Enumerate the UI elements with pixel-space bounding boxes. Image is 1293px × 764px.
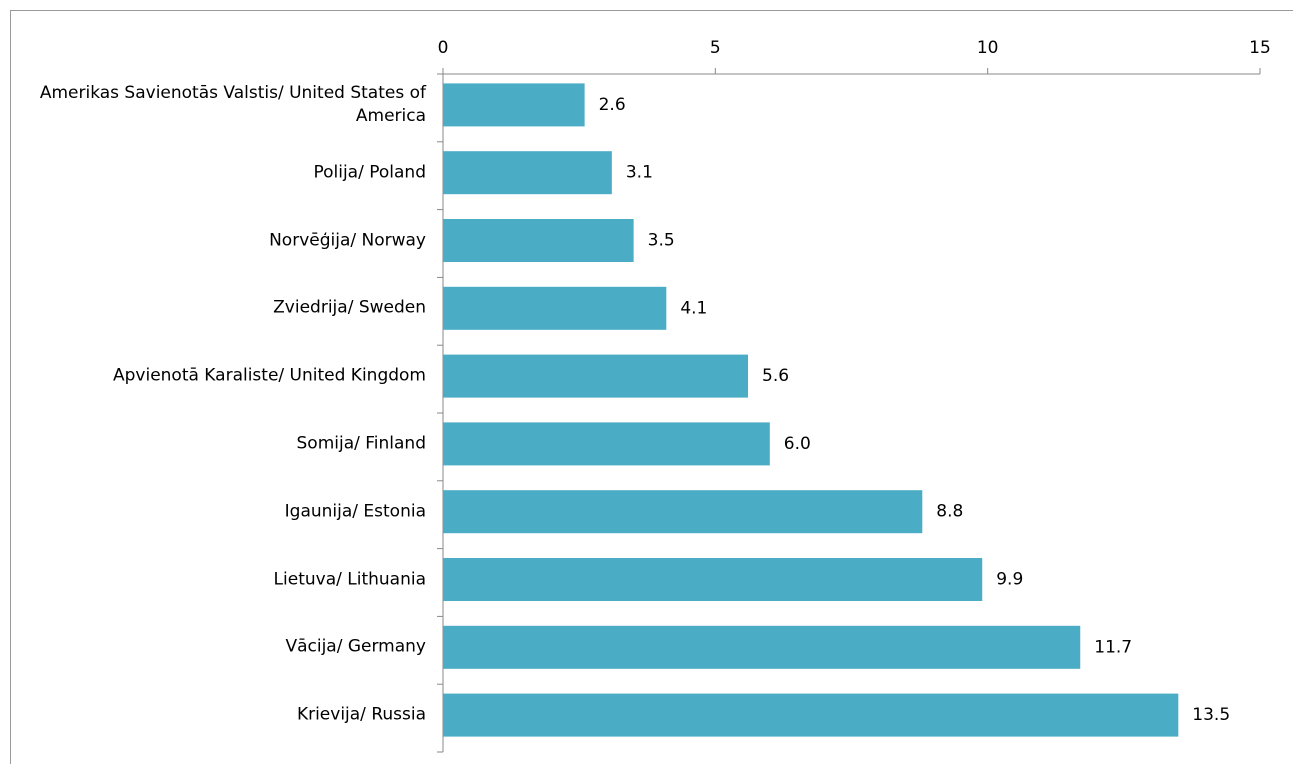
y-tick-label: Polija/ Poland <box>313 162 426 183</box>
data-label: 5.6 <box>762 366 789 386</box>
y-tick-label: Lietuva/ Lithuania <box>273 569 426 589</box>
y-tick-label: Igaunija/ Estonia <box>284 501 426 522</box>
data-label: 9.9 <box>996 570 1023 590</box>
bar <box>443 286 667 330</box>
bar <box>443 558 983 601</box>
data-label: 4.1 <box>680 298 707 318</box>
x-tick-label: 0 <box>438 38 449 58</box>
x-tick-label: 10 <box>977 38 999 58</box>
y-tick-label: Norvēģija/ Norway <box>269 230 426 250</box>
data-label: 8.8 <box>936 502 963 522</box>
bar <box>443 422 770 466</box>
y-tick-label: Apvienotā Karaliste/ United Kingdom <box>112 365 426 386</box>
data-label: 6.0 <box>784 434 811 454</box>
bar <box>443 354 749 398</box>
bar <box>443 83 585 127</box>
data-label: 2.6 <box>599 95 626 115</box>
data-label: 13.5 <box>1192 705 1230 725</box>
bar <box>443 693 1179 737</box>
bar <box>443 219 634 262</box>
bar <box>443 625 1081 669</box>
x-tick-label: 5 <box>710 38 721 58</box>
y-tick-label: Somija/ Finland <box>296 433 427 454</box>
y-tick-label: Vācija/ Germany <box>285 636 426 657</box>
x-tick-label: 15 <box>1249 38 1271 58</box>
data-label: 3.1 <box>626 163 653 183</box>
y-tick-label: Zviedrija/ Sweden <box>273 297 426 318</box>
y-tick-label: Amerikas Savienotās Valstis/ United Stat… <box>39 82 426 126</box>
data-label: 11.7 <box>1094 637 1132 657</box>
bar <box>443 151 612 195</box>
y-tick-label: Krievija/ Russia <box>296 704 426 725</box>
data-label: 3.5 <box>648 231 675 251</box>
chart-border <box>10 10 1293 764</box>
bar <box>443 490 923 534</box>
